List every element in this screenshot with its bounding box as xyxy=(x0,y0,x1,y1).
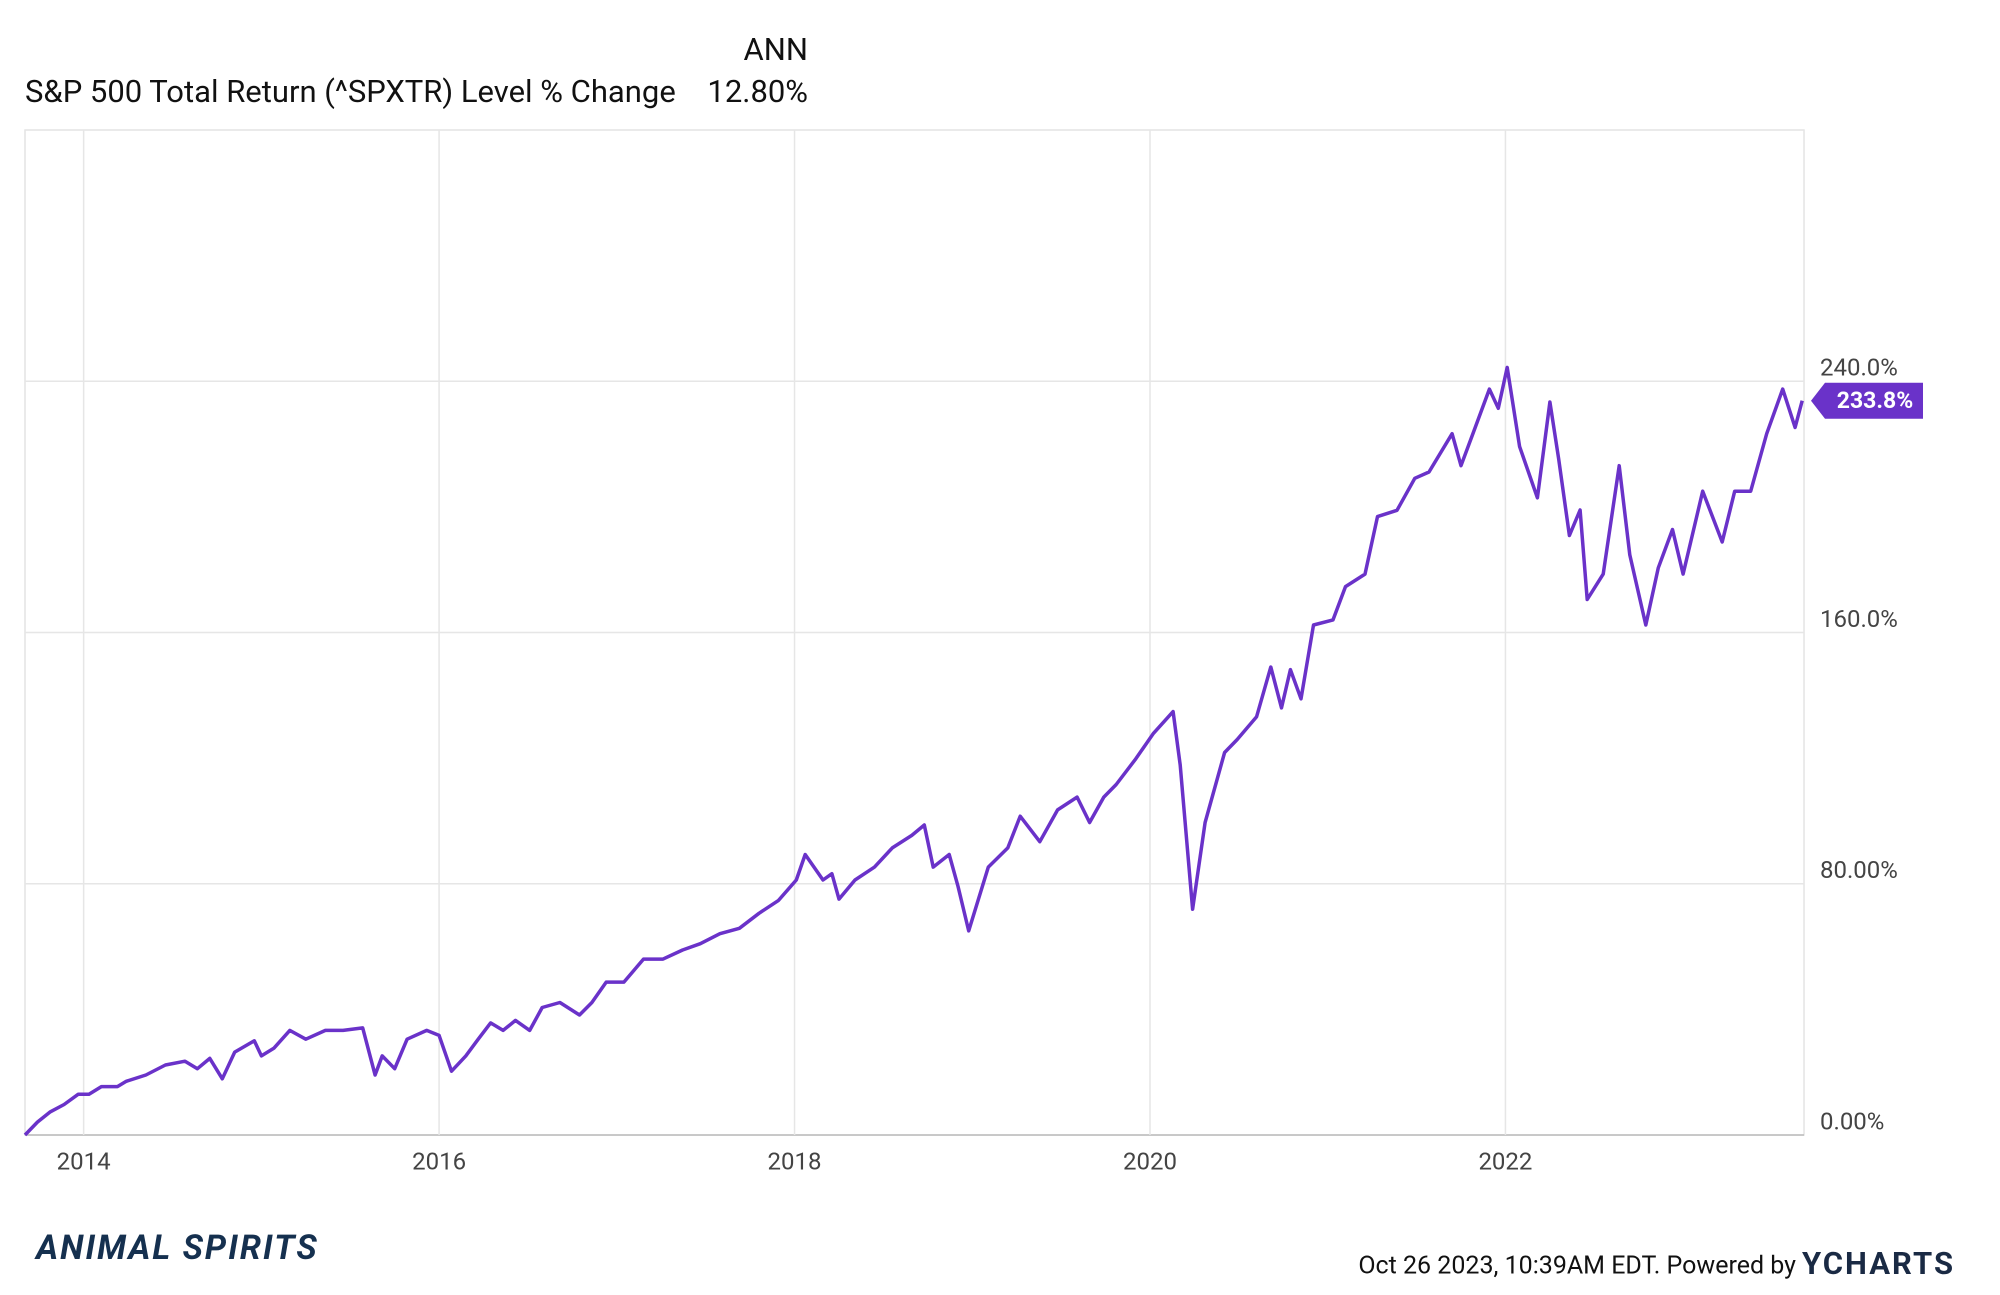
legend-header: ANN xyxy=(744,31,808,68)
y-tick-label: 0.00% xyxy=(1820,1107,1884,1135)
brand: YCHARTS xyxy=(1802,1245,1955,1282)
x-tick-label: 2022 xyxy=(1478,1147,1532,1175)
last-value-label: 233.8% xyxy=(1837,387,1913,414)
x-tick-label: 2016 xyxy=(412,1147,466,1175)
y-tick-label: 80.00% xyxy=(1820,856,1898,884)
legend-series-name: S&P 500 Total Return (^SPXTR) Level % Ch… xyxy=(25,73,676,110)
x-tick-label: 2018 xyxy=(768,1147,822,1175)
footer-text: Oct 26 2023, 10:39AM EDT. Powered by xyxy=(1358,1252,1796,1281)
series-line xyxy=(23,365,1804,1137)
watermark: ANIMAL SPIRITS xyxy=(34,1228,319,1268)
legend-annualized: 12.80% xyxy=(707,73,808,110)
y-tick-label: 240.0% xyxy=(1820,354,1898,382)
y-tick-label: 160.0% xyxy=(1820,605,1898,633)
x-tick-label: 2014 xyxy=(57,1147,111,1175)
x-tick-label: 2020 xyxy=(1123,1147,1177,1175)
last-value-tag xyxy=(1811,382,1923,419)
